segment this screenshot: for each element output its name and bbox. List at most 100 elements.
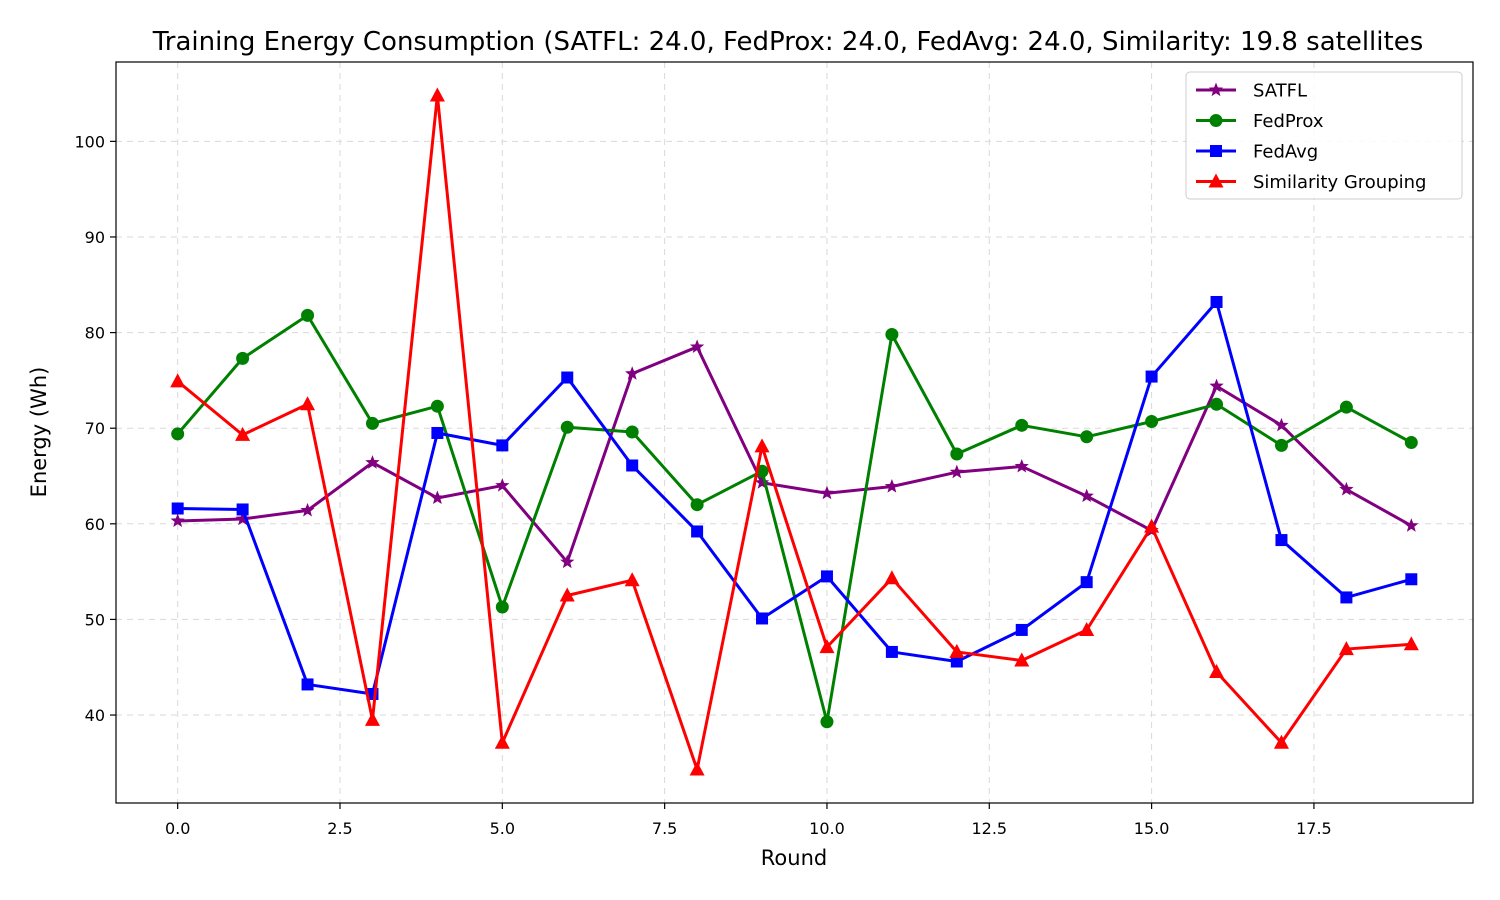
grid [116, 62, 1473, 803]
similarity-grouping-point [170, 373, 186, 388]
satfl-point [625, 366, 640, 380]
similarity-grouping-point [624, 572, 640, 587]
fedprox-point [1339, 400, 1353, 414]
x-tick-label: 12.5 [971, 819, 1007, 838]
satfl-point [884, 479, 900, 493]
similarity-grouping-point [1273, 734, 1289, 749]
y-tick-label: 70 [85, 419, 105, 438]
series-similarity-grouping [170, 87, 1419, 776]
fedprox-point [1015, 418, 1029, 432]
satfl-point [560, 554, 575, 569]
similarity-grouping-point [949, 643, 965, 658]
satfl-point [754, 475, 770, 489]
satfl-point [365, 455, 380, 469]
legend-label-similarity-grouping: Similarity Grouping [1253, 172, 1426, 193]
fedavg-point [820, 570, 833, 583]
series-satfl [170, 339, 1419, 569]
satfl-point [430, 490, 445, 505]
fedprox-point [171, 427, 185, 441]
fedprox-point [1274, 438, 1288, 452]
satfl-point [1404, 518, 1419, 532]
y-axis: 40 50 60 70 80 90 100 [74, 132, 116, 725]
similarity-grouping-point [1014, 652, 1030, 667]
similarity-grouping-point [819, 639, 835, 654]
fedavg-point [626, 459, 639, 472]
legend-marker-fedprox [1209, 114, 1223, 127]
fedavg-point [1145, 370, 1158, 383]
similarity-grouping-point [300, 396, 316, 411]
series-fedprox [171, 308, 1418, 729]
similarity-grouping-point [235, 426, 251, 441]
x-tick-label: 0.0 [165, 819, 190, 838]
similarity-grouping-point [429, 87, 445, 102]
similarity-grouping-point [754, 438, 770, 453]
similarity-grouping-point [1403, 636, 1419, 651]
fedprox-point [690, 498, 704, 512]
fedavg-point [691, 525, 704, 538]
y-tick-label: 40 [85, 706, 105, 725]
fedavg-point [496, 439, 509, 452]
fedavg-line [177, 300, 1412, 696]
similarity-grouping-point [559, 587, 575, 602]
x-tick-label: 7.5 [652, 819, 677, 838]
x-tick-label: 5.0 [490, 819, 515, 838]
y-tick-label: 90 [85, 228, 105, 247]
satfl-point [949, 464, 964, 479]
fedprox-point [885, 327, 899, 341]
similarity-grouping-line [176, 93, 1412, 772]
fedprox-point [625, 425, 639, 439]
fedavg-point [171, 502, 184, 515]
fedprox-point [560, 420, 574, 434]
similarity-grouping-point [1338, 641, 1354, 656]
fedavg-point [431, 426, 444, 439]
fedavg-point [236, 503, 249, 516]
satfl-point [495, 478, 510, 492]
legend-marker-satfl [1208, 82, 1224, 97]
fedprox-point [301, 308, 315, 322]
similarity-grouping-point [1144, 518, 1160, 533]
chart-title: Training Energy Consumption (SATFL: 24.0… [152, 27, 1424, 57]
satfl-point [1274, 417, 1289, 432]
satfl-point [235, 511, 250, 526]
y-tick-label: 100 [74, 132, 105, 151]
x-axis-label: Round [761, 846, 827, 870]
satfl-line [177, 345, 1413, 564]
x-tick-label: 15.0 [1134, 819, 1170, 838]
x-tick-label: 2.5 [327, 819, 352, 838]
fedprox-point [1145, 415, 1159, 429]
satfl-point [300, 502, 315, 517]
x-axis: 0.0 2.5 5.0 7.5 10.0 12.5 15.0 17.5 [165, 803, 1332, 838]
plot-frame [115, 61, 1474, 804]
similarity-grouping-point [1079, 621, 1095, 636]
fedavg-point [756, 612, 769, 625]
similarity-grouping-point [364, 711, 380, 726]
fedavg-point [1015, 623, 1028, 636]
legend-label-satfl: SATFL [1253, 81, 1307, 102]
similarity-grouping-point [884, 570, 900, 585]
fedavg-point [950, 655, 963, 668]
similarity-grouping-point [689, 761, 705, 776]
legend-marker-fedavg [1210, 145, 1222, 157]
fedprox-point [1404, 436, 1418, 450]
y-tick-label: 80 [85, 324, 105, 343]
fedprox-point [1080, 430, 1094, 444]
similarity-grouping-point [494, 734, 510, 749]
fedprox-point [820, 715, 834, 729]
legend-label-fedprox: FedProx [1253, 111, 1324, 132]
series-layer [170, 87, 1419, 776]
fedprox-point [950, 447, 964, 461]
satfl-point [819, 485, 835, 500]
satfl-point [1079, 488, 1094, 503]
similarity-grouping-point [1209, 664, 1225, 679]
legend-box [1185, 71, 1463, 200]
fedavg-point [1275, 534, 1288, 547]
x-tick-label: 17.5 [1296, 819, 1332, 838]
legend: SATFL FedProx FedAvg Similarity Grouping [1185, 71, 1463, 200]
satfl-point [689, 339, 705, 353]
fedavg-point [1340, 591, 1353, 604]
satfl-point [1014, 458, 1029, 473]
legend-marker-similarity-grouping [1208, 173, 1224, 188]
legend-label-fedavg: FedAvg [1253, 142, 1318, 163]
fedavg-point [561, 371, 574, 384]
